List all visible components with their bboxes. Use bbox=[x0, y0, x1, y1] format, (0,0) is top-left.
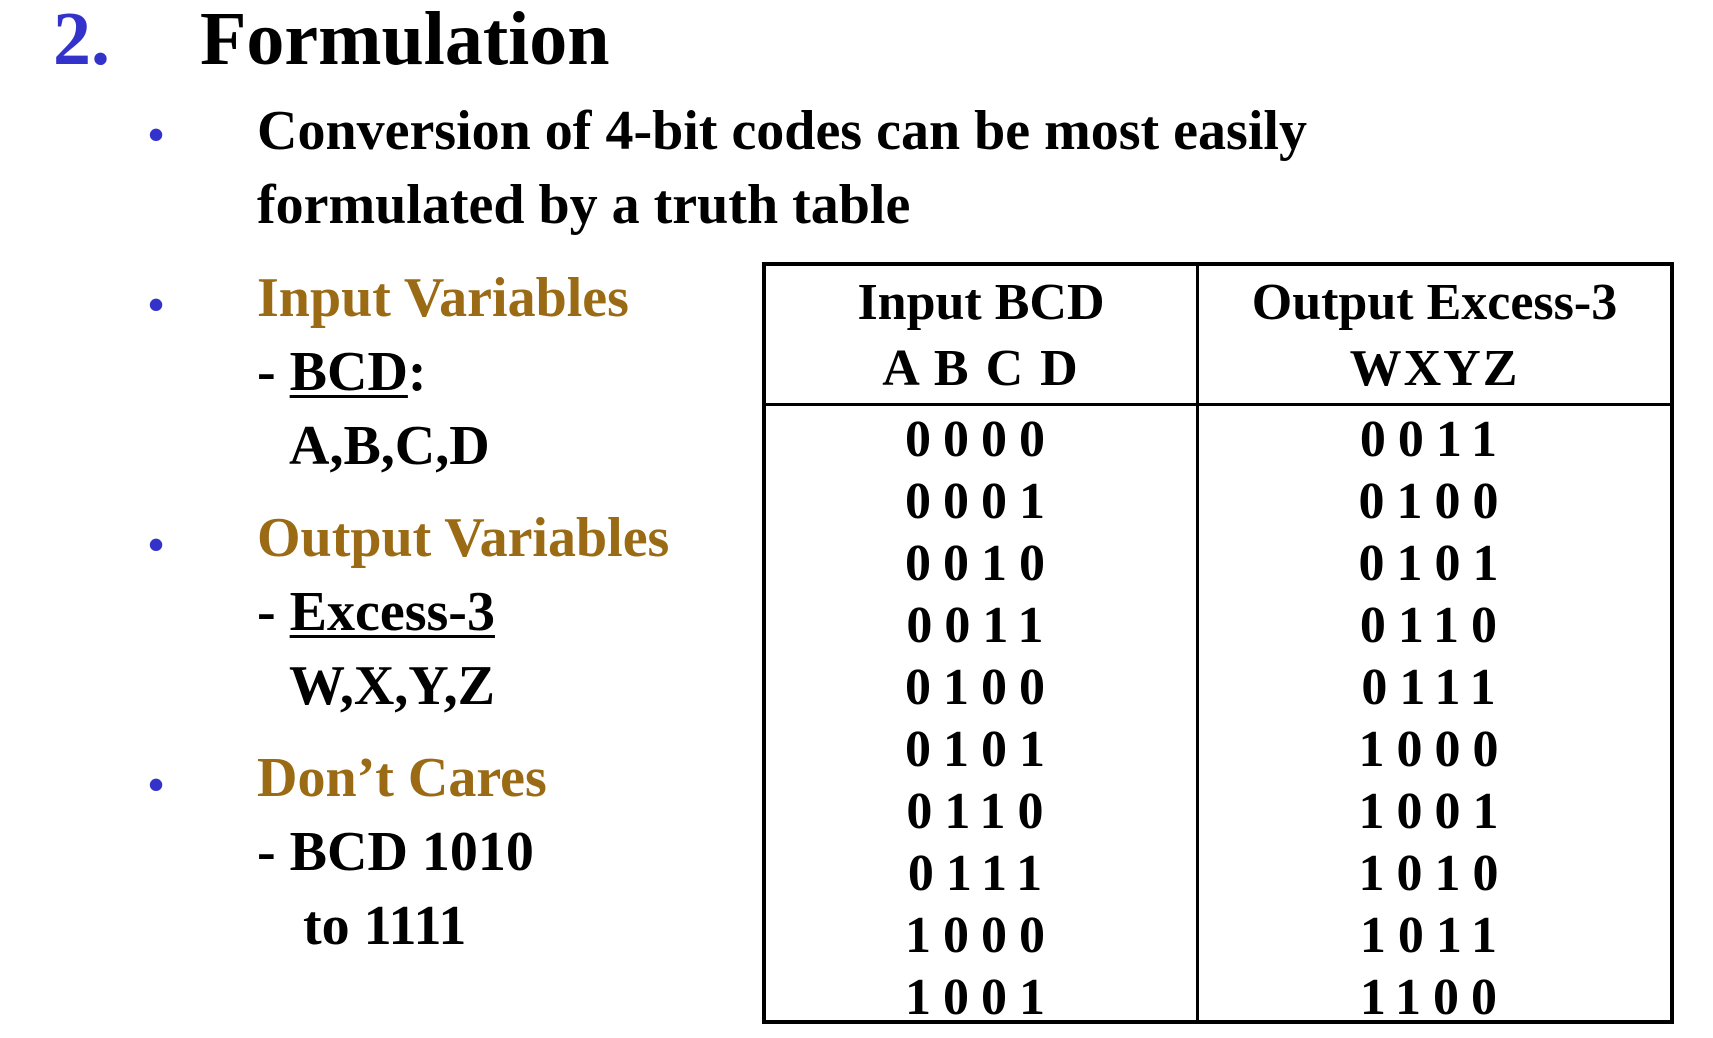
table-cell: 0100 bbox=[1358, 473, 1511, 530]
table-cell: 1011 bbox=[1359, 907, 1510, 964]
truth-table: Input BCD A B C D 0000 0001 0010 0011 01… bbox=[762, 262, 1674, 1026]
input-column: Input BCD A B C D 0000 0001 0010 0011 01… bbox=[766, 266, 1196, 1029]
output-header-label: Output Excess-3 bbox=[1251, 274, 1618, 331]
table-cell: 0110 bbox=[906, 783, 1056, 840]
table-cell: 0010 bbox=[905, 535, 1057, 592]
slide-title: Formulation bbox=[200, 0, 610, 81]
input-rows: 0000 0001 0010 0011 0100 0101 0110 0111 … bbox=[766, 403, 1196, 1029]
table-cell: 1010 bbox=[1358, 845, 1511, 902]
output-variables-heading: Output Variables bbox=[257, 507, 670, 569]
input-variable-list: A,B,C,D bbox=[289, 415, 490, 477]
excess3-label: Excess-3 bbox=[289, 581, 495, 643]
header-divider bbox=[766, 403, 1670, 406]
table-cell: 0100 bbox=[905, 659, 1057, 716]
output-column-header: Output Excess-3 WXYZ bbox=[1199, 266, 1670, 403]
table-cell: 0111 bbox=[907, 845, 1055, 902]
input-subheader: A B C D bbox=[882, 340, 1080, 397]
table-cell: 1100 bbox=[1359, 969, 1510, 1026]
table-cell: 0111 bbox=[1361, 659, 1508, 716]
input-header-label: Input BCD bbox=[857, 274, 1105, 331]
output-column: Output Excess-3 WXYZ 0011 0100 0101 0110… bbox=[1199, 266, 1670, 1029]
output-subheader: WXYZ bbox=[1349, 340, 1520, 397]
input-code-line: - BCD: bbox=[257, 339, 427, 406]
output-variable-list: W,X,Y,Z bbox=[289, 655, 495, 717]
output-rows: 0011 0100 0101 0110 0111 1000 1001 1010 … bbox=[1199, 403, 1670, 1029]
bullet-icon: • bbox=[148, 279, 165, 330]
input-variables-heading: Input Variables bbox=[257, 267, 629, 329]
column-divider bbox=[1196, 266, 1199, 1020]
table-cell: 1000 bbox=[905, 907, 1057, 964]
bullet-text-line: formulated by a truth table bbox=[257, 174, 911, 236]
colon: : bbox=[407, 341, 427, 403]
bullet-text-line: Conversion of 4-bit codes can be most ea… bbox=[257, 100, 1307, 162]
dont-cares-line: - BCD 1010 bbox=[257, 821, 534, 883]
table-cell: 0110 bbox=[1359, 597, 1510, 654]
bullet-icon: • bbox=[148, 519, 165, 570]
table-cell: 1000 bbox=[1358, 721, 1511, 778]
dont-cares-line: to 1111 bbox=[303, 895, 467, 957]
bcd-label: BCD bbox=[289, 341, 408, 403]
section-number: 2. bbox=[53, 0, 110, 81]
table-cell: 1001 bbox=[1358, 783, 1511, 840]
dash: - bbox=[257, 341, 290, 403]
table-cell: 0101 bbox=[1358, 535, 1511, 592]
bullet-icon: • bbox=[148, 759, 165, 810]
dont-cares-heading: Don’t Cares bbox=[257, 747, 547, 809]
table-cell: 0001 bbox=[905, 473, 1057, 530]
dash: - bbox=[257, 581, 290, 643]
table-cell: 0011 bbox=[906, 597, 1056, 654]
table-cell: 0000 bbox=[905, 411, 1057, 468]
table-cell: 0101 bbox=[905, 721, 1057, 778]
table-cell: 0011 bbox=[1359, 411, 1510, 468]
input-column-header: Input BCD A B C D bbox=[766, 266, 1196, 403]
output-code-line: - Excess-3 bbox=[257, 579, 495, 646]
table-cell: 1001 bbox=[905, 969, 1057, 1026]
bullet-icon: • bbox=[148, 109, 165, 160]
